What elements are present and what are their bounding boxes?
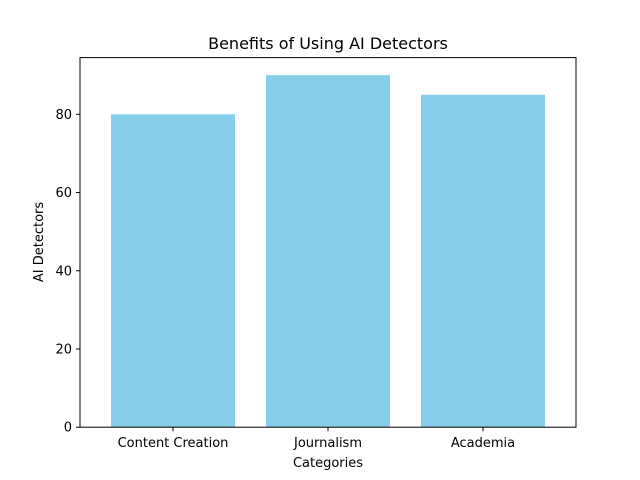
x-tick-label: Academia [451,436,515,451]
y-axis-label: AI Detectors [32,202,47,283]
bar-journalism [266,75,390,428]
x-tick-label: Journalism [293,436,362,451]
chart-title: Benefits of Using AI Detectors [208,34,448,53]
bar-academia [421,94,545,428]
bar-content-creation [111,114,235,428]
y-tick-label: 60 [55,186,72,201]
y-axis-ticks: 0 20 40 60 80 [55,108,80,436]
x-tick-label: Content Creation [118,436,229,451]
y-tick-label: 40 [55,264,72,279]
y-tick-label: 20 [55,342,72,357]
x-axis-ticks: Content Creation Journalism Academia [118,427,515,451]
bars-group [111,75,545,428]
y-tick-label: 80 [55,108,72,123]
x-axis-label: Categories [293,456,363,471]
y-tick-label: 0 [64,421,72,436]
